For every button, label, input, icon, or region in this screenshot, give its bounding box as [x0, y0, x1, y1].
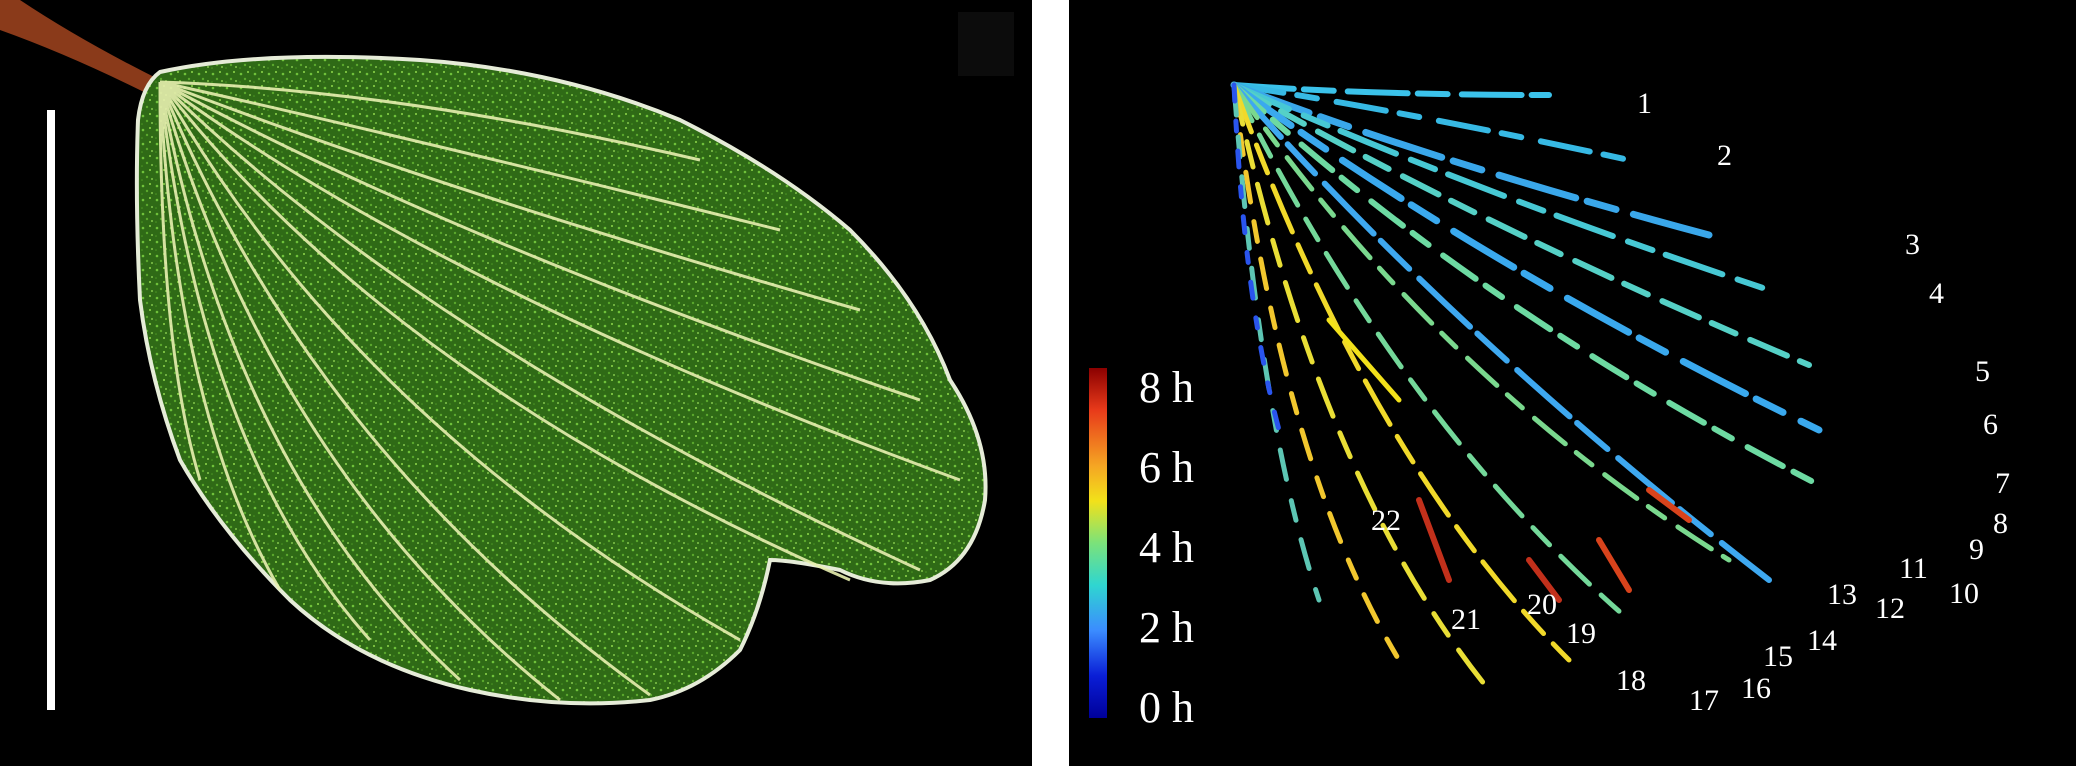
inset-marker	[958, 12, 1014, 76]
petiole	[0, 0, 160, 95]
colorbar-label-0h: 0 h	[1139, 683, 1194, 732]
vein-label-3: 3	[1905, 228, 1920, 261]
leaf-veins	[158, 80, 961, 702]
vein-traces	[1230, 81, 1823, 693]
vein-label-14: 14	[1807, 624, 1837, 657]
vein-label-6: 6	[1983, 408, 1998, 441]
vein-label-21: 21	[1451, 603, 1481, 636]
vein-label-2: 2	[1717, 139, 1732, 172]
vein-label-15: 15	[1763, 640, 1793, 673]
leaf-photo	[0, 0, 1014, 710]
vein-label-18: 18	[1616, 664, 1646, 697]
vein-label-17: 17	[1689, 684, 1719, 717]
vein-timing-panel: 8 h 6 h 4 h 2 h 0 h	[1069, 0, 2076, 766]
vein-timing-map: 8 h 6 h 4 h 2 h 0 h	[1089, 81, 2010, 732]
vein-label-8: 8	[1993, 507, 2008, 540]
vein-label-16: 16	[1741, 672, 1771, 705]
leaf-blade	[134, 54, 988, 706]
scale-bar	[47, 110, 55, 710]
vein-label-20: 20	[1527, 588, 1557, 621]
colorbar-label-8h: 8 h	[1139, 363, 1194, 412]
colorbar-label-6h: 6 h	[1139, 443, 1194, 492]
colorbar-label-4h: 4 h	[1139, 523, 1194, 572]
vein-label-13: 13	[1827, 578, 1857, 611]
colorbar-label-2h: 2 h	[1139, 603, 1194, 652]
vein-label-9: 9	[1969, 533, 1984, 566]
vein-label-11: 11	[1899, 552, 1928, 585]
vein-label-10: 10	[1949, 577, 1979, 610]
vein-label-19: 19	[1566, 617, 1596, 650]
vein-label-1: 1	[1637, 87, 1652, 120]
vein-label-7: 7	[1995, 467, 2010, 500]
vein-label-4: 4	[1929, 277, 1944, 310]
colorbar	[1089, 368, 1107, 718]
vein-label-22: 22	[1371, 504, 1401, 537]
leaf-photo-panel	[0, 0, 1032, 766]
vein-label-12: 12	[1875, 592, 1905, 625]
vein-label-5: 5	[1975, 355, 1990, 388]
